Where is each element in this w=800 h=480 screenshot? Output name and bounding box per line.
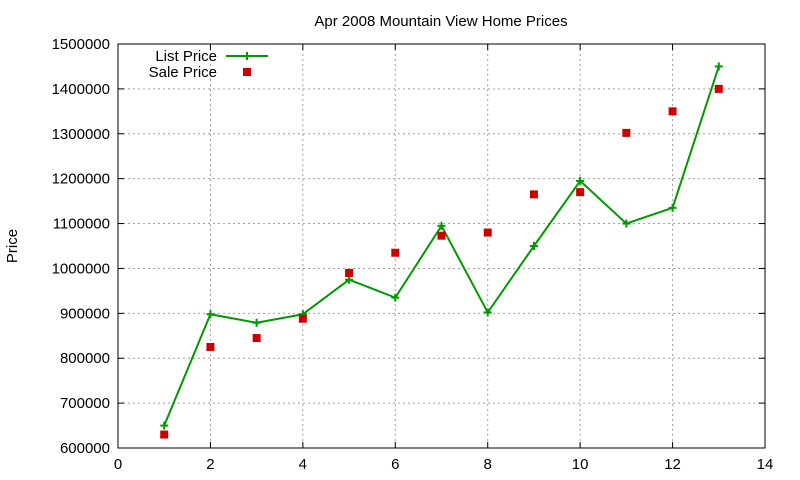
y-tick-label: 1200000: [52, 171, 110, 188]
x-tick-label: 14: [757, 456, 774, 473]
x-tick-label: 12: [664, 456, 681, 473]
sale-price-point: [298, 314, 307, 323]
sale-price-point: [391, 248, 400, 257]
series-marks: [160, 62, 723, 439]
y-tick-label: 900000: [60, 305, 110, 322]
list-price-line: [163, 66, 720, 426]
list-price-point: [345, 275, 354, 284]
sale-price-point: [483, 228, 492, 237]
sale-price-point: [437, 231, 446, 240]
list-price-point: [391, 293, 400, 302]
list-price-point: [206, 310, 215, 319]
list-price-point: [483, 308, 492, 317]
x-tick-label: 0: [114, 456, 122, 473]
x-tick-label: 10: [572, 456, 589, 473]
x-tick-label: 6: [391, 456, 399, 473]
list-price-point: [576, 176, 585, 185]
x-tick-label: 8: [484, 456, 492, 473]
y-tick-label: 600000: [60, 440, 110, 457]
y-tick-label: 1500000: [52, 36, 110, 53]
y-tick-label: 1400000: [52, 81, 110, 98]
legend-label-sale-price: Sale Price: [149, 64, 217, 81]
list-price-point: [622, 219, 631, 228]
y-axis-title: Price: [4, 229, 21, 263]
plot-border: [117, 43, 766, 449]
y-tick-label: 800000: [60, 350, 110, 367]
sale-price-point: [345, 268, 354, 277]
x-tick-label: 2: [206, 456, 214, 473]
legend-swatch-sale-price: [243, 68, 251, 76]
axis-ticks: [117, 43, 766, 449]
list-price-point: [529, 242, 538, 250]
y-tick-label: 700000: [60, 395, 110, 412]
sale-price-point: [668, 107, 677, 116]
list-price-point: [160, 421, 169, 430]
sale-price-point: [529, 190, 538, 199]
sale-price-point: [714, 84, 723, 93]
list-price-point: [714, 62, 723, 71]
legend: List Price Sale Price: [149, 48, 268, 81]
sale-price-point: [576, 188, 585, 197]
sale-price-point: [206, 343, 215, 351]
chart-title: Apr 2008 Mountain View Home Prices: [314, 13, 567, 30]
legend-label-list-price: List Price: [155, 48, 217, 65]
sale-price-point: [160, 430, 169, 439]
list-price-point: [252, 318, 261, 327]
sale-price-point: [622, 128, 631, 137]
y-tick-label: 1000000: [52, 260, 110, 277]
grid-lines: [118, 44, 765, 448]
x-tick-label: 4: [299, 456, 307, 473]
y-tick-label: 1300000: [52, 126, 110, 143]
tick-labels: 0 2 4 6 8 10 12 14 600000 700000 800000 900000 10000…: [52, 36, 774, 473]
sale-price-point: [252, 334, 261, 343]
y-tick-label: 1100000: [53, 216, 110, 233]
list-price-point: [437, 221, 446, 230]
list-price-point: [668, 203, 677, 212]
